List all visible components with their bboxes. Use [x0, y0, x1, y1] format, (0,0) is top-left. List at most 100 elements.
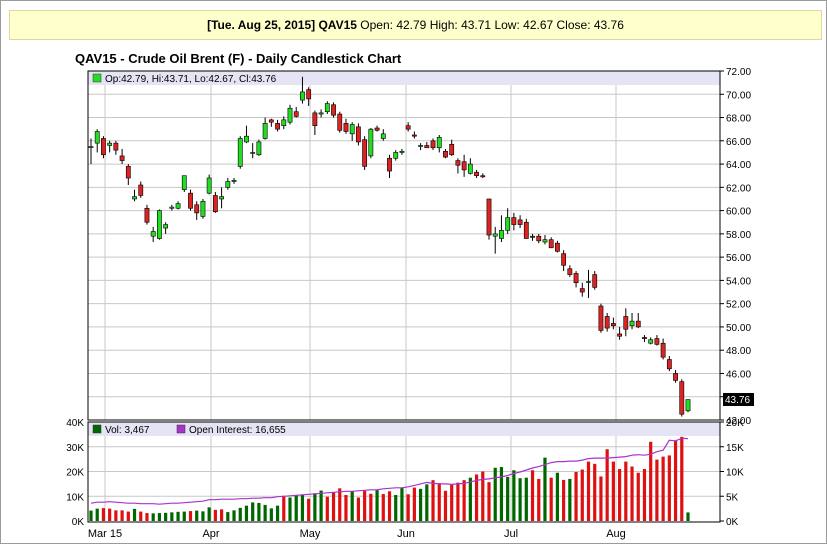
price-panel-border: [87, 70, 721, 421]
price-tick-label: 56.00: [726, 253, 751, 264]
candle-body: [244, 135, 249, 143]
candle-body: [380, 133, 386, 139]
volume-bar: [114, 510, 118, 521]
candle-body: [480, 175, 486, 178]
volume-bar: [630, 466, 634, 521]
volume-bar: [555, 472, 560, 521]
date-tick-label: Mar 15: [88, 528, 122, 540]
candle-body: [312, 112, 318, 126]
price-grid: [88, 70, 720, 420]
volume-bar: [269, 508, 273, 521]
candle-body: [281, 119, 287, 126]
volume-bar: [300, 495, 305, 521]
volume-tick-label: 0K: [72, 517, 85, 528]
candle-body: [262, 123, 268, 139]
candle-body: [356, 126, 361, 143]
open-interest-axis-right: 0K 5K 10K 15K 20K: [720, 418, 744, 528]
candle-body: [548, 239, 554, 249]
candle-body: [125, 166, 131, 179]
volume-bar: [294, 495, 298, 521]
volume-bar: [387, 491, 392, 521]
volume-bar: [275, 505, 280, 521]
volume-bar: [512, 470, 516, 521]
candle-body: [181, 175, 187, 190]
volume-bar: [636, 472, 640, 521]
candle-body: [430, 140, 436, 149]
quote-high: 43.71: [461, 18, 492, 32]
candle-body: [393, 152, 399, 159]
volume-bar: [431, 480, 435, 521]
candle-body: [486, 198, 492, 236]
chart-title: QAV15 - Crude Oil Brent (F) - Daily Cand…: [75, 51, 402, 66]
volume-bar: [462, 480, 466, 521]
volume-bar: [375, 490, 379, 521]
candle-body: [200, 200, 206, 217]
volume-bar: [443, 490, 448, 521]
volume-bar: [624, 461, 628, 521]
candle-body: [610, 323, 616, 327]
candle-body: [219, 196, 224, 200]
volume-bar: [226, 512, 230, 521]
volume-bar: [263, 504, 267, 521]
volume-bar: [586, 461, 591, 521]
candle-body: [157, 210, 162, 239]
candle-body: [405, 125, 411, 130]
candle-body: [629, 320, 635, 327]
candle-body: [324, 103, 330, 113]
candle-body: [225, 181, 231, 188]
date-tick-label: May: [300, 528, 321, 540]
volume-bar: [356, 497, 361, 521]
volume-bar: [325, 496, 329, 521]
volume-bar: [649, 441, 653, 521]
volume-bar: [418, 488, 423, 521]
volume-bar: [549, 477, 553, 521]
candle-body: [673, 373, 678, 381]
volume-bar: [605, 449, 609, 521]
volume-bar: [338, 488, 342, 521]
volume-axis-left: 0K 10K 20K 30K 40K: [66, 418, 84, 528]
volume-bar: [456, 482, 460, 521]
volume-bar: [481, 471, 485, 521]
date-tick-label: Jun: [397, 528, 415, 540]
candle-body: [461, 161, 467, 171]
price-tick-label: 70.00: [726, 90, 751, 101]
candle-body: [573, 273, 579, 284]
volume-bar: [201, 511, 205, 521]
volume-bar: [437, 483, 441, 521]
volume-bar: [307, 498, 311, 521]
oi-tick-label: 10K: [726, 468, 744, 479]
candle-body: [660, 342, 666, 358]
candle-body: [318, 112, 324, 115]
quote-low: 42.67: [523, 18, 554, 32]
candle-body: [592, 274, 598, 288]
candle-body: [511, 217, 517, 225]
volume-bar: [468, 477, 472, 521]
volume-bar: [530, 470, 535, 521]
volume-bar: [170, 512, 174, 521]
candle-body: [331, 104, 336, 116]
volume-bar: [568, 478, 572, 521]
volume-bar: [89, 510, 93, 521]
volume-bar: [101, 508, 106, 521]
candle-body: [175, 203, 181, 209]
quote-close-label: Close:: [556, 18, 591, 32]
candle-body: [517, 219, 523, 225]
volume-bar: [313, 493, 317, 521]
volume-bar: [617, 469, 622, 521]
candle-body: [561, 253, 567, 266]
oi-tick-label: 20K: [726, 418, 744, 429]
candles: [88, 76, 691, 417]
price-axis: 42.0044.0046.0048.0050.0052.0054.0056.00…: [720, 67, 751, 427]
volume-legend-swatch: [92, 424, 102, 434]
candle-body: [617, 333, 622, 337]
oi-tick-label: 15K: [726, 443, 744, 454]
volume-bar: [543, 457, 547, 521]
candle-body: [206, 177, 212, 194]
volume-bar: [120, 510, 124, 521]
volume-tick-label: 20K: [66, 468, 84, 479]
candle-body: [293, 111, 299, 117]
open-interest-line: [90, 437, 689, 505]
price-tick-label: 62.00: [726, 183, 751, 194]
candle-body: [449, 143, 455, 156]
